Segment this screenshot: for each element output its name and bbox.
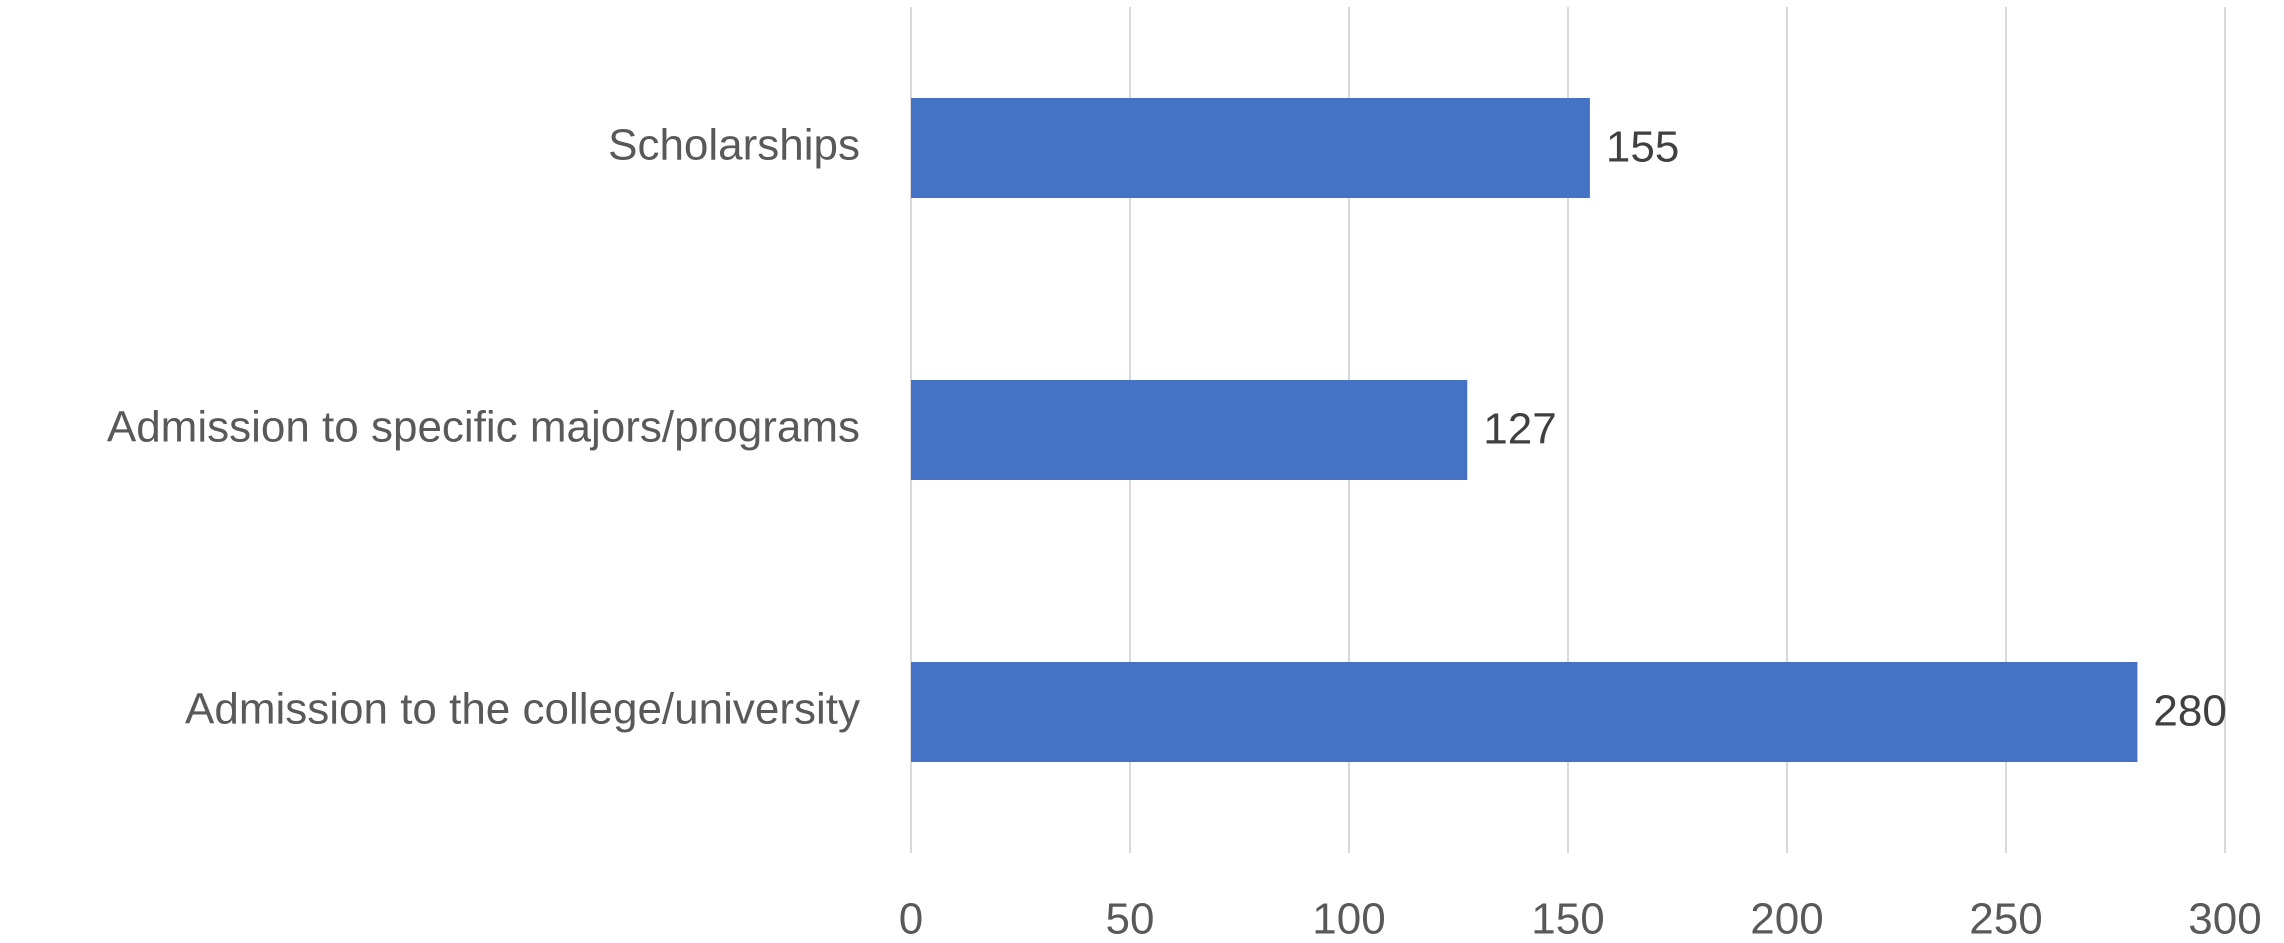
bar: [911, 662, 2138, 762]
x-tick-label: 100: [1312, 895, 1385, 943]
x-tick-label: 150: [1531, 895, 1604, 943]
x-tick-label: 200: [1750, 895, 1823, 943]
y-tick-label: Admission to specific majors/programs: [107, 403, 860, 452]
x-tick-label: 300: [2188, 895, 2261, 943]
data-label: 280: [2153, 687, 2226, 736]
data-label: 127: [1483, 405, 1556, 454]
x-tick-label: 0: [899, 895, 923, 943]
bar: [911, 380, 1468, 480]
data-label: 155: [1606, 123, 1679, 172]
y-tick-label: Scholarships: [608, 121, 860, 170]
x-tick-label: 50: [1106, 895, 1155, 943]
x-tick-label: 250: [1969, 895, 2042, 943]
y-tick-label: Admission to the college/university: [185, 685, 860, 734]
bar: [911, 98, 1590, 198]
